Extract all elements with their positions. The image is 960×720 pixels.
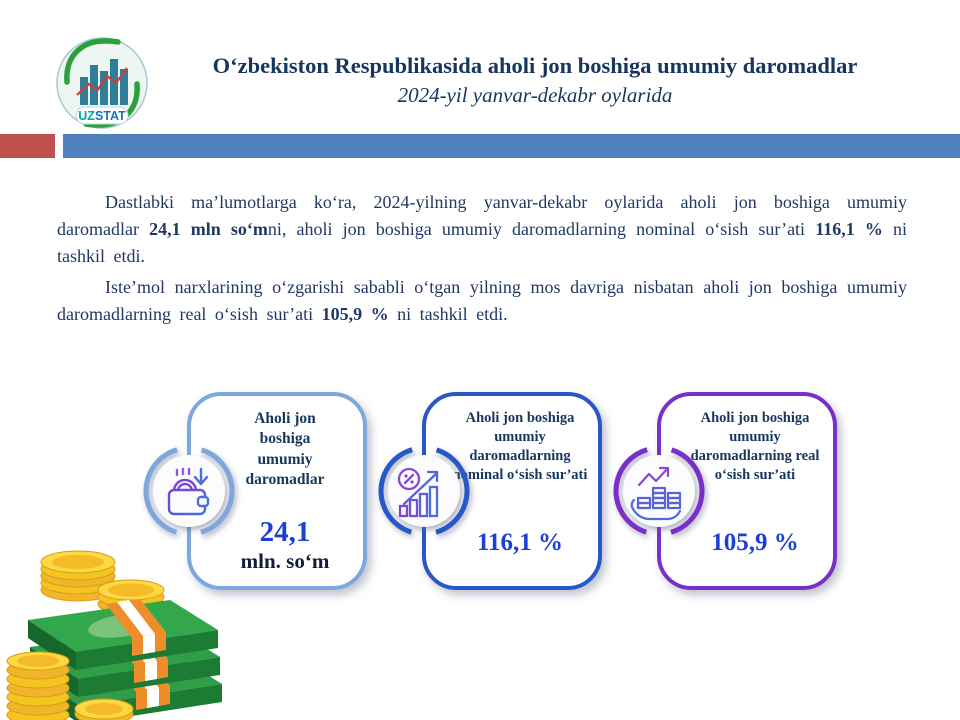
- percent-growth-icon: [397, 467, 439, 518]
- card-content: Aholi jon boshiga umumiy daromadlarning …: [426, 396, 598, 586]
- logo-wordmark: UZSTAT: [78, 109, 126, 123]
- paragraph-real: Iste’mol narxlarining o‘zgarishi sababli…: [57, 274, 907, 328]
- accent-bar-blue: [63, 134, 960, 158]
- paragraph-nominal: Dastlabki ma’lumotlarga ko‘ra, 2024-yiln…: [57, 189, 907, 270]
- card-unit: mln. so‘m: [240, 548, 330, 573]
- accent-bar-red: [0, 134, 55, 158]
- p2-text-2: ni tashkil etdi.: [388, 304, 508, 324]
- card-value: 24,1: [259, 515, 311, 548]
- page-subtitle: 2024-yil yanvar-dekabr oylarida: [397, 83, 673, 108]
- card-title: Aholi jon boshiga umumiy daromadlar: [245, 410, 325, 489]
- p1-bold-value: 24,1 mln so‘m: [149, 219, 268, 239]
- card-badge: [141, 443, 237, 539]
- logo-swoosh-top-icon: [64, 38, 121, 85]
- card-value-block: 116,1 %: [477, 529, 563, 575]
- page-title: O‘zbekiston Respublikasida aholi jon bos…: [212, 53, 858, 78]
- money-stacks-and-coins-icon: [6, 550, 222, 720]
- coin-stack-top-icon: [40, 550, 116, 602]
- card-value-block: 24,1 mln. so‘m: [240, 515, 330, 574]
- card-badge: [611, 443, 707, 539]
- p2-text: Iste’mol narxlarining o‘zgarishi sababli…: [57, 277, 907, 324]
- uzstat-logo: UZSTAT: [54, 34, 150, 132]
- p2-bold-percent: 105,9 %: [321, 304, 389, 324]
- card-value: 116,1 %: [476, 528, 564, 556]
- money-illustration: [0, 542, 232, 720]
- card-badge: [376, 443, 472, 539]
- uzstat-logo-icon: UZSTAT: [56, 37, 148, 129]
- coin-flat-icon: [74, 698, 134, 720]
- card-title: Aholi jon boshiga umumiy daromadlarning …: [690, 410, 820, 484]
- p1-bold-percent: 116,1 %: [815, 219, 883, 239]
- header-title-block: O‘zbekiston Respublikasida aholi jon bos…: [140, 52, 930, 109]
- logo-uz-text: UZ: [78, 109, 95, 123]
- hand-coins-growth-icon: [630, 466, 682, 521]
- card-value-block: 105,9 %: [711, 529, 799, 575]
- logo-stat-text: STAT: [95, 109, 126, 123]
- p1-text-3: ni tashkil etdi.: [57, 219, 907, 266]
- stat-card-real-growth: Aholi jon boshiga umumiy daromadlarning …: [613, 392, 837, 590]
- wallet-income-icon: [167, 467, 210, 516]
- coin-stack-tall-icon: [6, 651, 70, 720]
- logo-trend-line-icon: [76, 67, 128, 96]
- p1-text-2: ni, aholi jon boshiga umumiy daromadlarn…: [267, 219, 816, 239]
- stat-card-total-income: Aholi jon boshiga umumiy daromadlar 24,1…: [143, 392, 367, 590]
- card-content: Aholi jon boshiga umumiy daromadlarning …: [661, 396, 833, 586]
- card-value: 105,9 %: [711, 528, 799, 556]
- p1-text: Dastlabki ma’lumotlarga ko‘ra, 2024-yiln…: [57, 192, 907, 239]
- stat-card-nominal-growth: Aholi jon boshiga umumiy daromadlarning …: [378, 392, 602, 590]
- card-content: Aholi jon boshiga umumiy daromadlar 24,1…: [191, 396, 363, 586]
- summary-text: Dastlabki ma’lumotlarga ko‘ra, 2024-yiln…: [57, 189, 907, 332]
- card-title: Aholi jon boshiga umumiy daromadlarning …: [452, 410, 588, 484]
